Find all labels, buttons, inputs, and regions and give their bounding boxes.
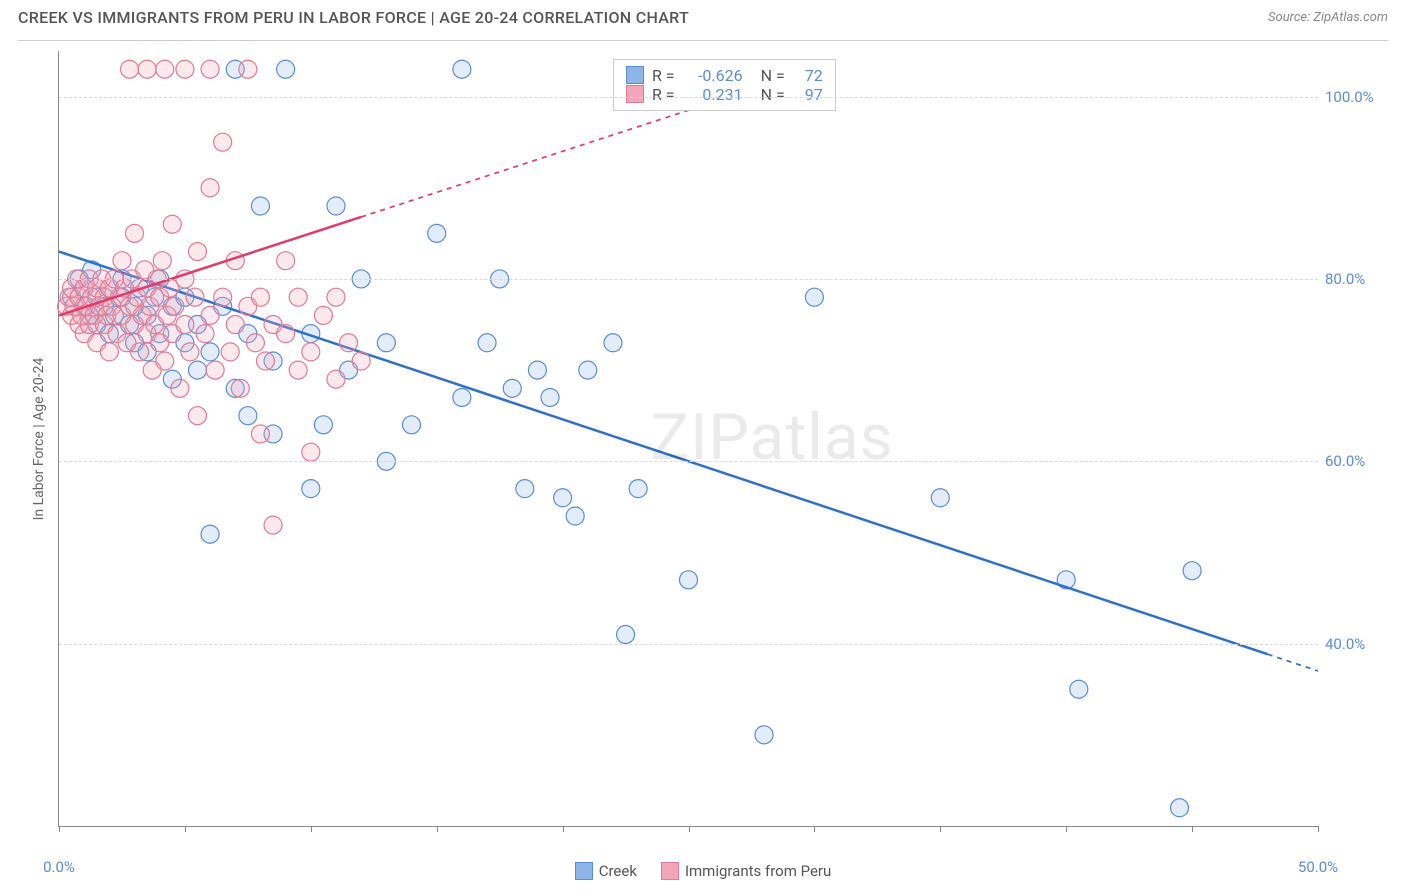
stats-swatch-icon (626, 85, 644, 103)
x-tick (437, 826, 438, 832)
stat-r-value: 0.231 (683, 85, 743, 104)
stat-n-label: N = (761, 85, 785, 104)
bottom-legend: Creek Immigrants from Peru (0, 862, 1406, 880)
x-tick (1192, 826, 1193, 832)
stats-row: R = 0.231 N = 97 (626, 85, 823, 104)
chart-frame: In Labor Force | Age 20-24 ZIPatlas R =-… (18, 40, 1388, 847)
chart-header: CREEK VS IMMIGRANTS FROM PERU IN LABOR F… (0, 0, 1406, 33)
x-tick (1318, 826, 1319, 832)
x-tick (311, 826, 312, 832)
stats-row: R = -0.626 N = 72 (626, 66, 823, 85)
x-tick (563, 826, 564, 832)
y-tick-label: 100.0% (1325, 88, 1380, 106)
stats-swatch-icon (626, 66, 644, 84)
x-tick (1066, 826, 1067, 832)
stat-r-label: R = (652, 66, 675, 85)
plot-area: In Labor Force | Age 20-24 ZIPatlas R =-… (58, 51, 1318, 827)
x-tick (940, 826, 941, 832)
stat-n-label: N = (761, 66, 785, 85)
legend-label: Creek (599, 862, 637, 880)
stat-n-value: 97 (793, 85, 823, 104)
stat-n-value: 72 (793, 66, 823, 85)
chart-svg (59, 51, 1318, 826)
stat-r-label: R = (652, 85, 675, 104)
legend-swatch-icon (575, 862, 593, 880)
y-tick-label: 40.0% (1325, 635, 1380, 653)
stats-box: R = -0.626 N = 72 R = 0.231 N = 97 (613, 59, 836, 111)
legend-swatch-icon (661, 862, 679, 880)
x-tick (59, 826, 60, 832)
stat-r-value: -0.626 (683, 66, 743, 85)
x-tick (814, 826, 815, 832)
gridline (59, 644, 1318, 645)
x-tick (185, 826, 186, 832)
y-tick-label: 60.0% (1325, 452, 1380, 470)
y-tick-label: 80.0% (1325, 270, 1380, 288)
legend-label: Immigrants from Peru (685, 862, 831, 880)
legend-item-creek: Creek (575, 862, 637, 880)
gridline (59, 97, 1318, 98)
gridline (59, 461, 1318, 462)
gridline (59, 279, 1318, 280)
legend-item-peru: Immigrants from Peru (661, 862, 831, 880)
chart-source: Source: ZipAtlas.com (1268, 10, 1388, 25)
y-axis-label: In Labor Force | Age 20-24 (31, 357, 47, 520)
x-tick (689, 826, 690, 832)
chart-title: CREEK VS IMMIGRANTS FROM PERU IN LABOR F… (18, 8, 689, 27)
